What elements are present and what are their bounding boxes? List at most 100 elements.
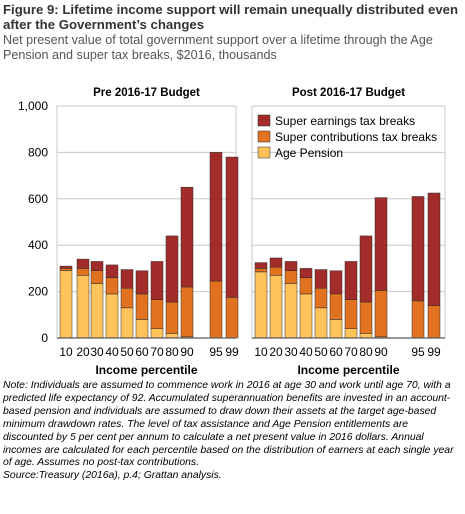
bar-super-contributions-40 [105, 277, 119, 295]
bar-super-contributions-50 [314, 287, 328, 309]
x-tick-label-40: 40 [299, 345, 313, 359]
bar-age-pension-70 [344, 328, 358, 339]
bar-super-earnings-90 [374, 197, 388, 291]
bar-super-earnings-40 [105, 264, 119, 278]
bar-super-earnings-90 [180, 186, 194, 288]
figure-note: Note: Individuals are assumed to commenc… [3, 380, 461, 483]
bar-age-pension-30 [284, 283, 298, 339]
bar-super-earnings-60 [329, 270, 343, 295]
x-tick-label-20: 20 [269, 345, 283, 359]
bar-age-pension-40 [105, 293, 119, 339]
bar-super-contributions-99 [427, 305, 441, 339]
x-tick-label-70: 70 [344, 345, 358, 359]
panel-title-2: Post 2016-17 Budget [292, 87, 405, 99]
panel-title-1: Pre 2016-17 Budget [93, 87, 200, 99]
x-axis-title-1: Income percentile [95, 363, 197, 377]
y-tick-label: 200 [28, 285, 48, 299]
bar-super-earnings-10 [254, 262, 268, 269]
bar-super-contributions-10 [254, 268, 268, 273]
bar-super-earnings-80 [359, 235, 373, 303]
x-tick-label-50: 50 [120, 345, 134, 359]
x-tick-label-70: 70 [150, 345, 164, 359]
bar-super-earnings-50 [314, 269, 328, 289]
x-axis-title-2: Income percentile [297, 363, 399, 377]
bar-super-earnings-30 [90, 261, 104, 271]
bar-super-contributions-30 [284, 270, 298, 284]
bar-age-pension-10 [254, 271, 268, 339]
bar-super-earnings-95 [209, 152, 223, 282]
x-tick-label-95: 95 [209, 345, 223, 359]
x-tick-label-10: 10 [59, 345, 73, 359]
bar-super-contributions-80 [165, 301, 179, 334]
bar-age-pension-50 [120, 307, 134, 339]
x-tick-label-80: 80 [165, 345, 179, 359]
bar-super-earnings-99 [427, 192, 441, 306]
x-tick-label-90: 90 [180, 345, 194, 359]
bar-super-contributions-60 [135, 293, 149, 320]
x-tick-label-99: 99 [225, 345, 239, 359]
bar-super-earnings-20 [269, 257, 283, 268]
bar-super-earnings-50 [120, 269, 134, 289]
bar-age-pension-20 [269, 275, 283, 339]
bar-super-earnings-80 [165, 235, 179, 303]
bar-super-contributions-99 [225, 297, 239, 339]
bar-super-earnings-40 [299, 268, 313, 278]
bar-super-contributions-80 [359, 301, 373, 334]
bar-super-contributions-70 [344, 299, 358, 329]
x-tick-label-10: 10 [254, 345, 268, 359]
x-tick-label-90: 90 [374, 345, 388, 359]
bar-super-earnings-30 [284, 261, 298, 271]
x-tick-label-60: 60 [135, 345, 149, 359]
bar-super-earnings-95 [411, 196, 425, 302]
bar-age-pension-20 [76, 275, 90, 339]
bar-super-contributions-95 [209, 280, 223, 339]
x-tick-label-40: 40 [105, 345, 119, 359]
bar-super-earnings-20 [76, 258, 90, 269]
x-tick-label-99: 99 [427, 345, 441, 359]
bar-super-contributions-30 [90, 270, 104, 284]
bar-age-pension-50 [314, 307, 328, 339]
bar-super-contributions-20 [76, 268, 90, 276]
bar-age-pension-70 [150, 328, 164, 339]
x-tick-label-30: 30 [90, 345, 104, 359]
x-tick-label-20: 20 [76, 345, 90, 359]
source-text: Source:Treasury (2016a), p.4; Grattan an… [3, 470, 222, 482]
legend-swatch-super-contributions [257, 130, 271, 143]
bar-super-earnings-70 [150, 261, 164, 300]
bar-super-contributions-10 [59, 268, 73, 271]
bar-super-contributions-90 [180, 286, 194, 338]
y-tick-label: 0 [41, 331, 48, 345]
bar-age-pension-80 [165, 333, 179, 339]
bar-age-pension-60 [135, 319, 149, 339]
legend-label-super-earnings: Super earnings tax breaks [275, 114, 415, 128]
bar-super-contributions-40 [299, 277, 313, 295]
bar-super-earnings-60 [135, 270, 149, 295]
x-tick-label-95: 95 [411, 345, 425, 359]
y-tick-label: 400 [28, 238, 48, 252]
bar-super-contributions-95 [411, 300, 425, 339]
bar-age-pension-10 [59, 270, 73, 339]
y-tick-label: 1,000 [18, 99, 48, 113]
x-tick-label-80: 80 [359, 345, 373, 359]
y-tick-label: 800 [28, 145, 48, 159]
y-tick-label: 600 [28, 192, 48, 206]
legend-swatch-super-earnings [257, 114, 271, 127]
bar-super-earnings-10 [59, 265, 73, 269]
figure-title: Figure 9: Lifetime income support will r… [3, 2, 459, 32]
legend-swatch-age-pension [257, 146, 271, 159]
bar-age-pension-40 [299, 293, 313, 339]
bar-super-contributions-90 [374, 290, 388, 338]
bar-age-pension-30 [90, 283, 104, 339]
bar-age-pension-60 [329, 319, 343, 339]
bar-super-contributions-70 [150, 299, 164, 329]
bar-super-contributions-20 [269, 266, 283, 276]
bar-super-earnings-99 [225, 156, 239, 298]
bar-super-earnings-70 [344, 261, 358, 300]
bar-super-contributions-60 [329, 293, 343, 320]
bar-super-contributions-50 [120, 287, 134, 309]
bar-age-pension-80 [359, 333, 373, 339]
x-tick-label-50: 50 [314, 345, 328, 359]
x-tick-label-60: 60 [329, 345, 343, 359]
x-tick-label-30: 30 [284, 345, 298, 359]
